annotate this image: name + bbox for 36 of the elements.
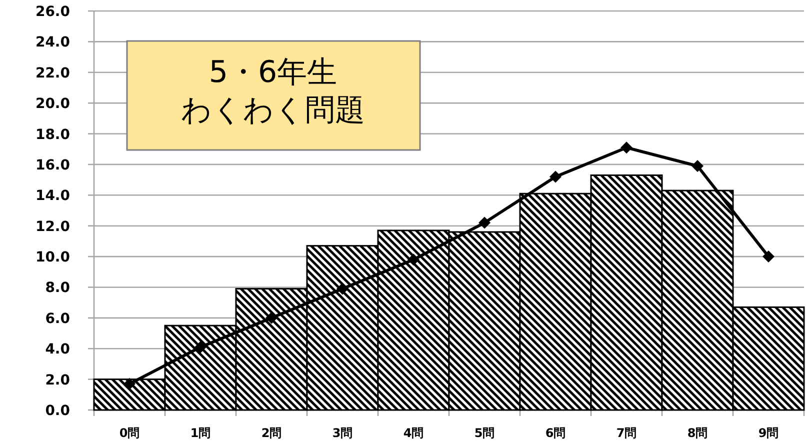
y-tick-label: 26.0	[35, 4, 70, 20]
x-tick-label: 8問	[687, 426, 708, 440]
x-tick-label: 9問	[758, 426, 779, 440]
point	[762, 250, 774, 263]
text: わくわく問題	[181, 93, 365, 128]
y-tick-label: 18.0	[35, 126, 70, 143]
y-tick-label: 20.0	[35, 96, 70, 112]
point	[478, 216, 490, 229]
x-tick-label: 5問	[474, 426, 495, 440]
x-tick-label: 2問	[261, 426, 282, 440]
point	[550, 170, 562, 183]
y-tick-label: 12.0	[35, 218, 70, 235]
x-tick-label: 1問	[190, 426, 211, 440]
y-tick-label: 14.0	[35, 188, 70, 204]
y-tick-label: 24.0	[35, 34, 70, 51]
text: 5・6年生	[208, 55, 338, 90]
x-tick-label: 3問	[332, 426, 353, 440]
x-tick-label: 0問	[119, 426, 140, 440]
y-tick-label: 6.0	[45, 310, 70, 327]
point	[692, 160, 704, 172]
y-tick-label: 8.0	[45, 280, 70, 296]
x-tick-label: 6問	[545, 426, 566, 440]
x-tick-label: 7問	[616, 426, 637, 440]
y-tick-label: 2.0	[45, 372, 70, 388]
x-tick-label: 4問	[403, 426, 424, 440]
y-tick-label: 22.0	[35, 65, 70, 82]
point	[194, 341, 206, 354]
point	[124, 378, 136, 390]
y-tick-label: 16.0	[35, 157, 70, 174]
point	[620, 142, 632, 154]
point	[336, 282, 348, 295]
point	[266, 312, 278, 324]
point	[408, 254, 420, 266]
y-tick-label: 10.0	[35, 250, 70, 266]
y-tick-label: 4.0	[45, 342, 70, 358]
y-tick-label: 0.0	[45, 403, 70, 419]
